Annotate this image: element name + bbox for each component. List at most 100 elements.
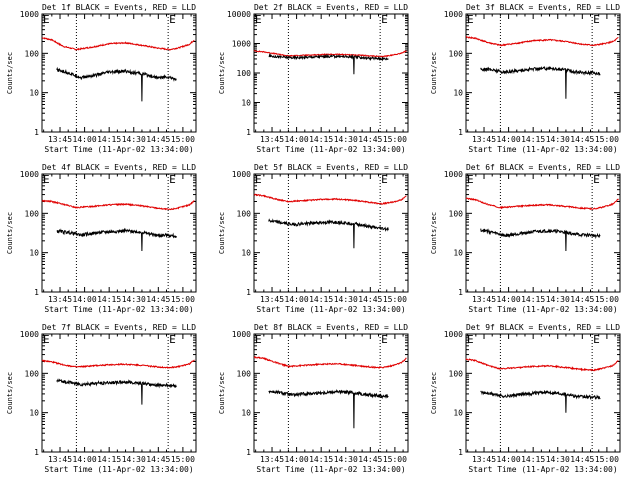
e-marker: E: [169, 333, 176, 346]
x-tick-label: 14:00: [285, 135, 309, 144]
x-tick-label: 13:45: [48, 455, 72, 464]
y-tick-label: 10: [453, 409, 463, 418]
y-tick-label: 1: [246, 448, 251, 457]
y-tick-label: 1: [458, 288, 463, 297]
x-tick-label: 14:45: [570, 135, 594, 144]
y-tick-label: 10: [241, 409, 251, 418]
x-tick-label: 15:00: [595, 455, 619, 464]
y-tick-label: 10: [29, 249, 39, 258]
events-series-line: [268, 53, 389, 75]
events-series-line: [56, 66, 177, 102]
x-tick-label: 14:15: [309, 295, 333, 304]
x-tick-label: 14:45: [570, 455, 594, 464]
y-tick-label: 100: [237, 69, 252, 78]
y-tick-label: 1000: [20, 330, 39, 339]
e-marker: E: [255, 173, 262, 186]
e-marker: E: [467, 13, 474, 26]
x-tick-label: 14:00: [73, 295, 97, 304]
x-tick-label: 14:15: [521, 135, 545, 144]
x-tick-label: 14:30: [122, 135, 146, 144]
x-axis-label: Start Time (11-Apr-02 13:34:00): [256, 145, 405, 154]
y-tick-label: 1: [458, 448, 463, 457]
panel-title: Det 5f BLACK = Events, RED = LLD: [254, 163, 408, 172]
x-tick-label: 14:45: [358, 455, 382, 464]
y-tick-label: 10: [453, 89, 463, 98]
events-series-line: [480, 65, 601, 99]
y-axis-label: Counts/sec: [430, 372, 438, 414]
x-tick-label: 14:45: [146, 295, 170, 304]
x-axis-label: Start Time (11-Apr-02 13:34:00): [256, 305, 405, 314]
panel-title: Det 8f BLACK = Events, RED = LLD: [254, 323, 408, 332]
x-axis-label: Start Time (11-Apr-02 13:34:00): [44, 465, 193, 474]
panel-title: Det 3f BLACK = Events, RED = LLD: [466, 3, 620, 12]
x-tick-label: 14:15: [521, 455, 545, 464]
x-tick-label: 14:30: [334, 455, 358, 464]
y-tick-label: 1000: [20, 10, 39, 19]
panel-det-5: Det 5f BLACK = Events, RED = LLD 1 10 100 10…: [218, 163, 409, 314]
y-axis-label: Counts/sec: [6, 372, 14, 414]
x-tick-label: 14:15: [309, 135, 333, 144]
x-tick-label: 14:45: [146, 455, 170, 464]
e-marker: E: [43, 333, 50, 346]
plot-frame: [253, 13, 409, 133]
x-tick-label: 14:00: [285, 455, 309, 464]
y-tick-label: 1000: [232, 170, 251, 179]
y-axis-label: Counts/sec: [218, 52, 226, 94]
y-tick-label: 100: [449, 209, 464, 218]
x-tick-label: 14:15: [97, 135, 121, 144]
x-axis-label: Start Time (11-Apr-02 13:34:00): [44, 305, 193, 314]
plot-frame: [41, 333, 197, 453]
x-tick-label: 13:45: [472, 295, 496, 304]
x-tick-label: 14:45: [570, 295, 594, 304]
y-tick-label: 10: [241, 99, 251, 108]
x-tick-label: 14:00: [73, 135, 97, 144]
lld-series-line: [41, 37, 195, 51]
panel-title: Det 9f BLACK = Events, RED = LLD: [466, 323, 620, 332]
y-tick-label: 100: [25, 49, 40, 58]
lld-series-line: [253, 193, 407, 206]
panel-title: Det 2f BLACK = Events, RED = LLD: [254, 3, 408, 12]
x-tick-label: 14:30: [334, 135, 358, 144]
y-tick-label: 100: [25, 369, 40, 378]
lld-series-line: [253, 50, 407, 58]
x-tick-label: 14:00: [497, 135, 521, 144]
panel-det-6: Det 6f BLACK = Events, RED = LLD 1 10 100 10…: [430, 163, 621, 314]
y-tick-label: 1000: [20, 170, 39, 179]
x-tick-label: 14:15: [97, 455, 121, 464]
x-tick-label: 15:00: [595, 295, 619, 304]
x-tick-label: 14:00: [73, 455, 97, 464]
lld-series-line: [465, 35, 619, 47]
x-tick-label: 14:45: [358, 135, 382, 144]
lld-series-line: [465, 197, 619, 211]
panel-det-1: Det 1f BLACK = Events, RED = LLD 1 10 100 10…: [6, 3, 197, 154]
x-tick-label: 14:30: [334, 295, 358, 304]
x-tick-label: 14:00: [497, 455, 521, 464]
panel-title: Det 6f BLACK = Events, RED = LLD: [466, 163, 620, 172]
x-tick-label: 13:45: [48, 295, 72, 304]
x-tick-label: 14:15: [521, 295, 545, 304]
events-series-line: [56, 378, 177, 405]
y-axis-label: Counts/sec: [6, 212, 14, 254]
e-marker: E: [255, 333, 262, 346]
y-tick-label: 1: [34, 448, 39, 457]
x-tick-label: 14:30: [546, 295, 570, 304]
y-tick-label: 1000: [444, 170, 463, 179]
panel-det-4: Det 4f BLACK = Events, RED = LLD 1 10 100 10…: [6, 163, 197, 314]
x-tick-label: 15:00: [171, 135, 195, 144]
x-tick-label: 14:30: [546, 135, 570, 144]
plot-frame: [465, 173, 621, 293]
y-tick-label: 10: [453, 249, 463, 258]
e-marker: E: [381, 333, 388, 346]
panel-title: Det 1f BLACK = Events, RED = LLD: [42, 3, 196, 12]
plot-frame: [465, 13, 621, 133]
plot-frame: [41, 13, 197, 133]
panel-det-9: Det 9f BLACK = Events, RED = LLD 1 10 100 10…: [430, 323, 621, 474]
y-tick-label: 1000: [232, 40, 251, 49]
y-tick-label: 1000: [444, 10, 463, 19]
x-tick-label: 14:15: [309, 455, 333, 464]
x-tick-label: 14:00: [497, 295, 521, 304]
y-tick-label: 1000: [444, 330, 463, 339]
y-tick-label: 1: [34, 288, 39, 297]
panel-det-8: Det 8f BLACK = Events, RED = LLD 1 10 100 10…: [218, 323, 409, 474]
lld-series-line: [465, 358, 619, 372]
